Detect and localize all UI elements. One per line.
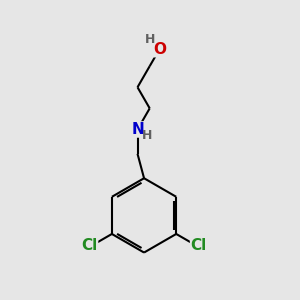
- Text: O: O: [154, 42, 166, 57]
- Text: H: H: [145, 33, 155, 46]
- Text: H: H: [142, 130, 152, 142]
- Text: Cl: Cl: [81, 238, 98, 253]
- Text: N: N: [131, 122, 144, 137]
- Text: Cl: Cl: [190, 238, 207, 253]
